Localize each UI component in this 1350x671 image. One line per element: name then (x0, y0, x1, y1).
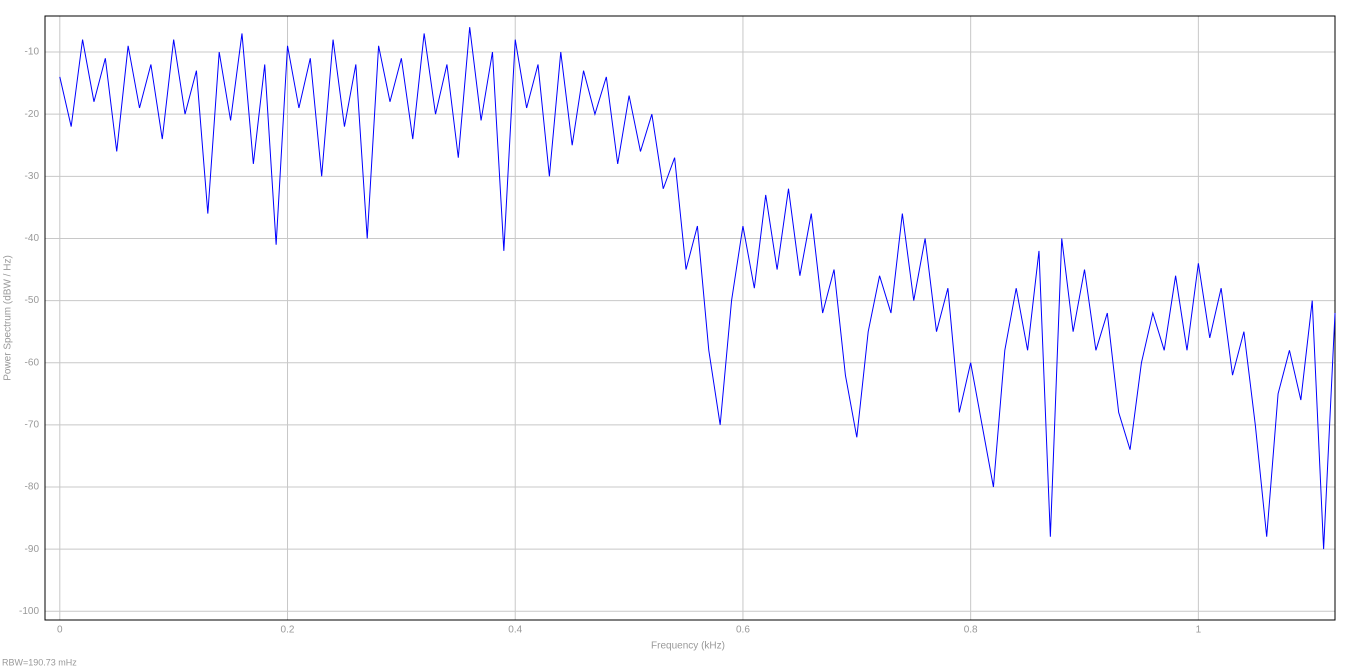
spectrum-line (59, 27, 1336, 550)
y-tick-label: -30 (25, 171, 40, 182)
rbw-annotation: RBW=190.73 mHz (2, 657, 77, 667)
y-tick-label: -40 (25, 233, 40, 244)
plot-frame (44, 15, 1336, 621)
y-tick-label: -20 (25, 109, 40, 120)
y-tick-label: -70 (25, 420, 40, 431)
y-tick-label: -50 (25, 295, 40, 306)
x-tick-label: 0.8 (964, 625, 978, 636)
x-axis-label: Frequency (kHz) (651, 641, 725, 652)
x-tick-label: 1 (1196, 625, 1202, 636)
y-tick-label: -80 (25, 482, 40, 493)
x-tick-label: 0.2 (281, 625, 295, 636)
y-tick-label: -10 (25, 47, 40, 58)
x-tick-label: 0.6 (736, 625, 750, 636)
y-tick-label: -100 (19, 606, 39, 617)
y-axis-label: Power Spectrum (dBW / Hz) (3, 255, 14, 381)
x-tick-label: 0.4 (508, 625, 522, 636)
y-tick-label: -60 (25, 357, 40, 368)
y-tick-label: -90 (25, 544, 40, 555)
x-tick-label: 0 (57, 625, 63, 636)
